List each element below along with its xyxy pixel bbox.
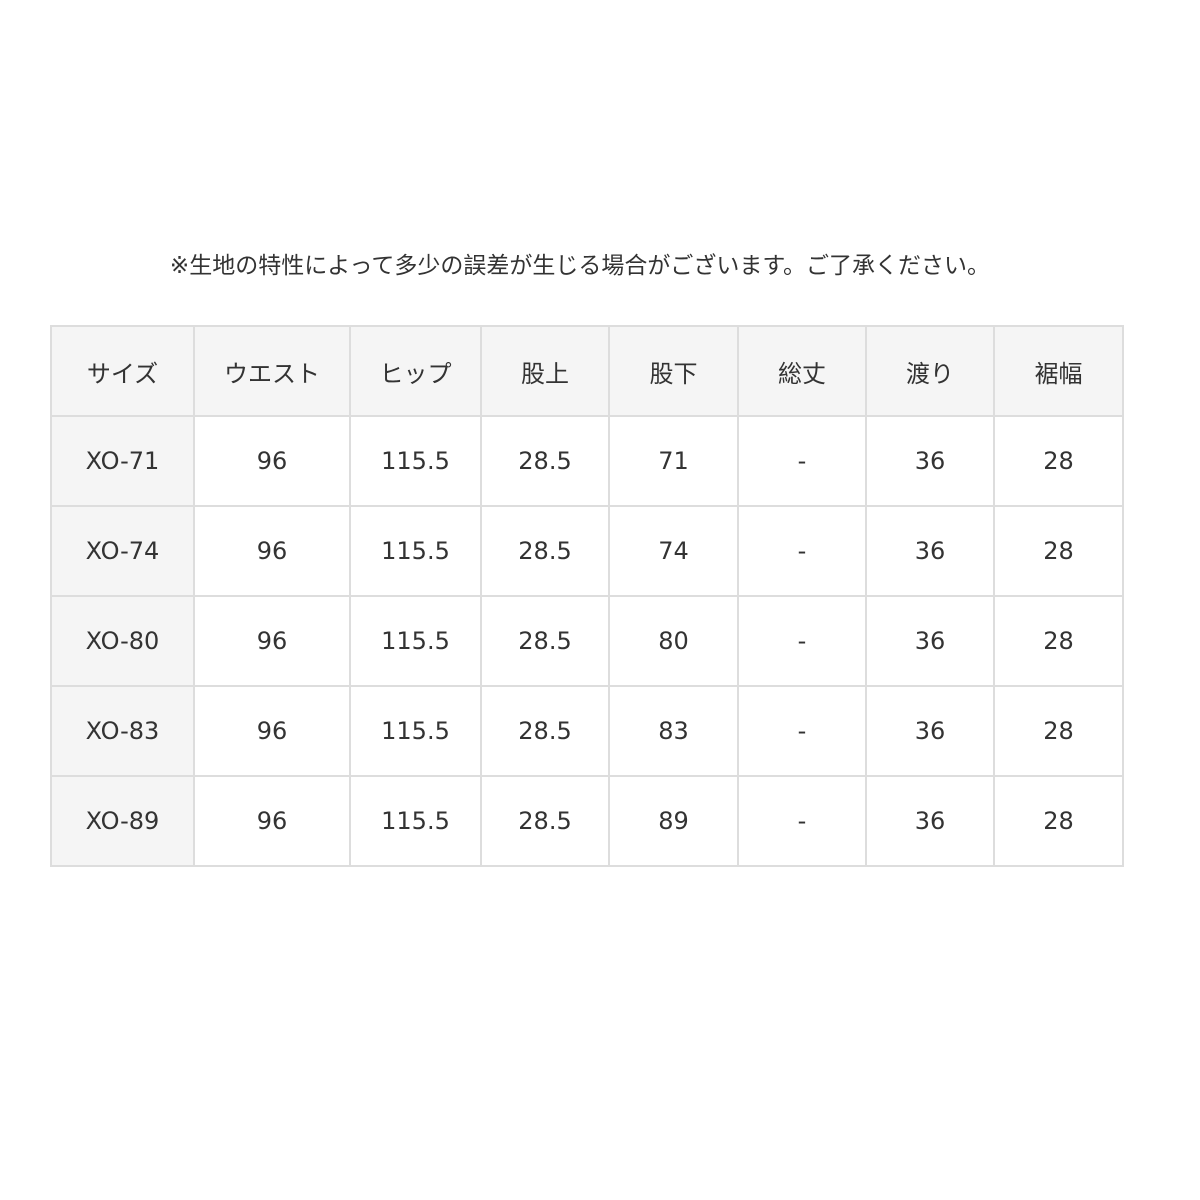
table-cell: - xyxy=(737,415,867,507)
table-cell: 28 xyxy=(993,595,1124,687)
column-header: 総丈 xyxy=(737,325,867,417)
table-cell: 36 xyxy=(865,505,995,597)
size-table: サイズ ウエスト ヒップ 股上 股下 総丈 渡り 裾幅 XO-71 96 115.5 28.5 71-… xyxy=(50,325,1124,867)
table-cell: - xyxy=(737,505,867,597)
table-cell: 36 xyxy=(865,595,995,687)
table-row: XO-83 96 115.5 28.5 83-36 28 xyxy=(50,685,1124,777)
size-cell: XO-74 xyxy=(50,505,195,597)
size-cell: XO-83 xyxy=(50,685,195,777)
table-cell: 115.5 xyxy=(349,505,482,597)
table-cell: 96 xyxy=(193,685,351,777)
disclaimer-note: ※生地の特性によって多少の誤差が生じる場合がございます。ご了承ください。 xyxy=(169,253,991,279)
table-cell: 115.5 xyxy=(349,775,482,867)
table-cell: 115.5 xyxy=(349,595,482,687)
table-cell: 96 xyxy=(193,505,351,597)
table-cell: 96 xyxy=(193,595,351,687)
column-header: サイズ xyxy=(50,325,195,417)
table-cell: 28 xyxy=(993,775,1124,867)
table-cell: 28.5 xyxy=(480,595,610,687)
table-cell: 36 xyxy=(865,415,995,507)
table-cell: 28.5 xyxy=(480,415,610,507)
column-header: ヒップ xyxy=(349,325,482,417)
table-cell: 71 xyxy=(608,415,739,507)
column-header: 裾幅 xyxy=(993,325,1124,417)
table-cell: 28.5 xyxy=(480,775,610,867)
table-cell: 74 xyxy=(608,505,739,597)
table-cell: 96 xyxy=(193,775,351,867)
table-cell: 28.5 xyxy=(480,505,610,597)
table-cell: 28 xyxy=(993,685,1124,777)
column-header: 股下 xyxy=(608,325,739,417)
table-cell: 28.5 xyxy=(480,685,610,777)
table-row: XO-74 96 115.5 28.5 74-36 28 xyxy=(50,505,1124,597)
table-row: XO-71 96 115.5 28.5 71-36 28 xyxy=(50,415,1124,507)
table-cell: 28 xyxy=(993,505,1124,597)
table-cell: 36 xyxy=(865,685,995,777)
table-cell: 36 xyxy=(865,775,995,867)
table-cell: - xyxy=(737,685,867,777)
size-cell: XO-80 xyxy=(50,595,195,687)
table-cell: 115.5 xyxy=(349,685,482,777)
table-row: XO-89 96 115.5 28.5 89-36 28 xyxy=(50,775,1124,867)
size-cell: XO-71 xyxy=(50,415,195,507)
column-header: 渡り xyxy=(865,325,995,417)
table-cell: 83 xyxy=(608,685,739,777)
column-header: ウエスト xyxy=(193,325,351,417)
size-cell: XO-89 xyxy=(50,775,195,867)
column-header: 股上 xyxy=(480,325,610,417)
table-cell: 115.5 xyxy=(349,415,482,507)
table-cell: 28 xyxy=(993,415,1124,507)
table-cell: 96 xyxy=(193,415,351,507)
table-cell: - xyxy=(737,595,867,687)
table-cell: 80 xyxy=(608,595,739,687)
header-row: サイズ ウエスト ヒップ 股上 股下 総丈 渡り 裾幅 xyxy=(50,325,1124,417)
table-cell: - xyxy=(737,775,867,867)
table-row: XO-80 96 115.5 28.5 80-36 28 xyxy=(50,595,1124,687)
table-cell: 89 xyxy=(608,775,739,867)
